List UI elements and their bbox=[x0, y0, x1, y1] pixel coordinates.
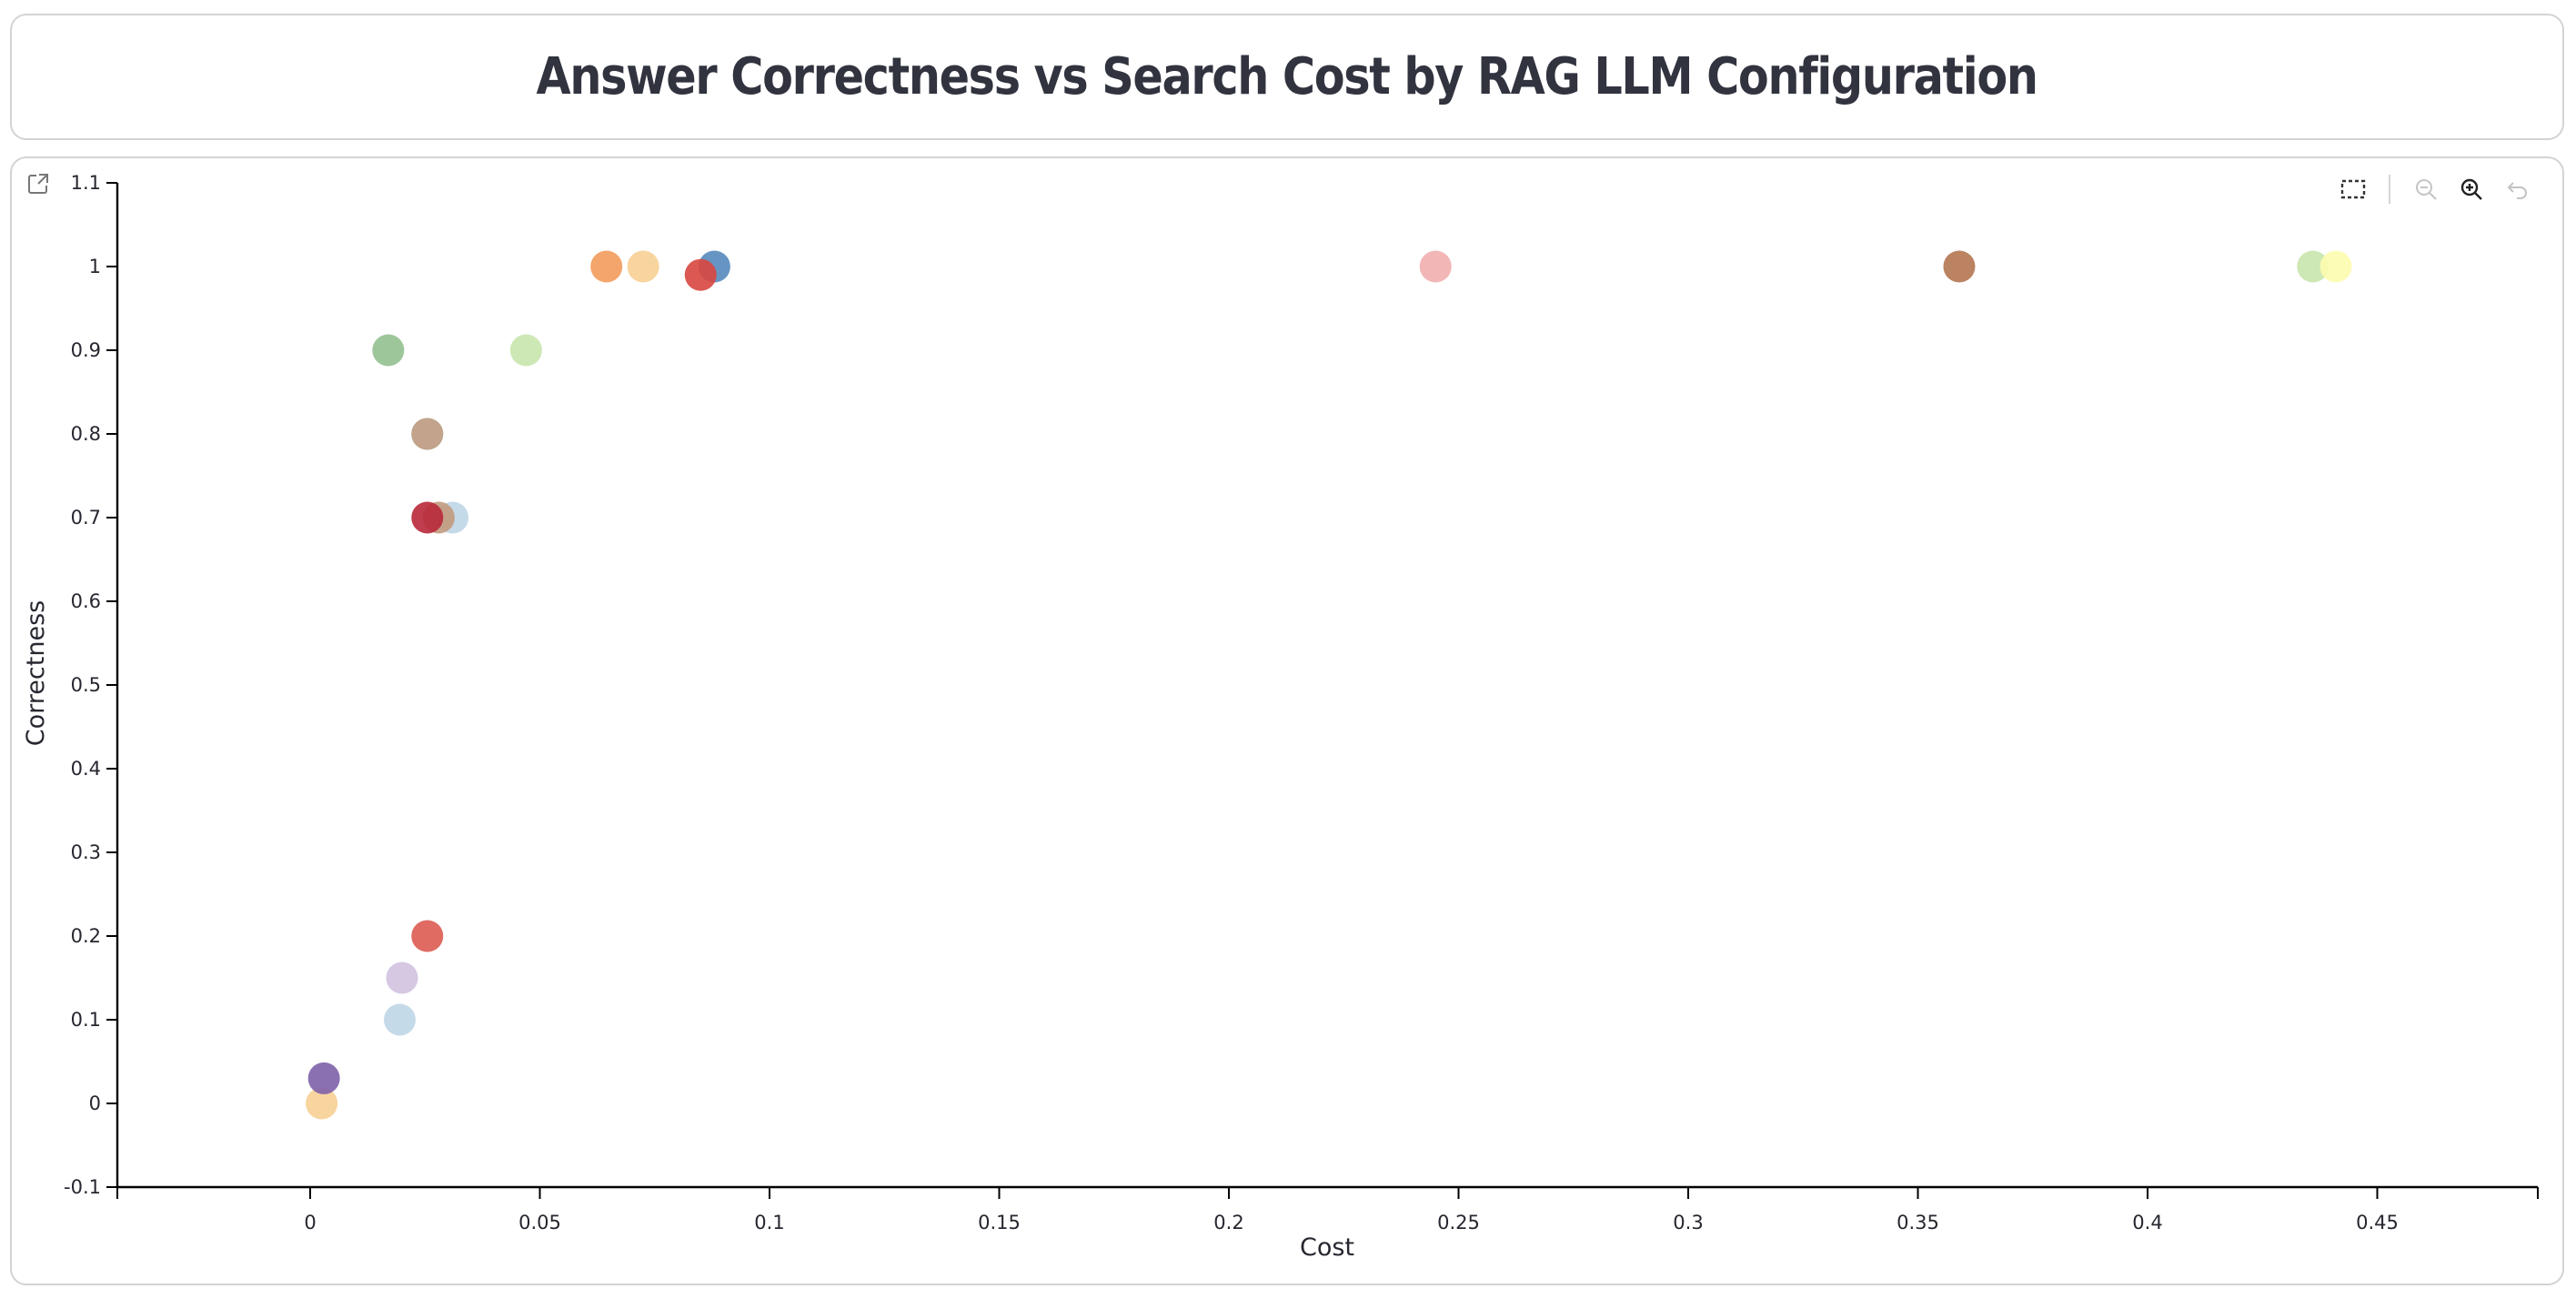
data-point[interactable] bbox=[2319, 250, 2352, 283]
x-tick-label: 0.25 bbox=[1437, 1212, 1480, 1234]
data-point[interactable] bbox=[307, 1062, 340, 1094]
zoom-in-icon[interactable] bbox=[2449, 173, 2494, 206]
data-point[interactable] bbox=[627, 250, 659, 283]
data-point[interactable] bbox=[1943, 250, 1976, 283]
data-point[interactable] bbox=[1419, 250, 1452, 283]
data-point[interactable] bbox=[411, 418, 444, 450]
data-point[interactable] bbox=[372, 334, 405, 367]
y-tick-label: 1.1 bbox=[71, 172, 101, 194]
data-point[interactable] bbox=[383, 1003, 416, 1036]
x-tick-label: 0.05 bbox=[518, 1212, 561, 1234]
x-tick-label: 0.3 bbox=[1673, 1212, 1703, 1234]
x-tick-label: 0.45 bbox=[2356, 1212, 2399, 1234]
y-axis-title: Correctness bbox=[22, 600, 50, 746]
x-tick-label: 0.1 bbox=[754, 1212, 784, 1234]
x-axis-title: Cost bbox=[1300, 1234, 1354, 1262]
data-point[interactable] bbox=[684, 258, 717, 291]
title-card: Answer Correctness vs Search Cost by RAG… bbox=[10, 14, 2564, 140]
zoom-out-icon[interactable] bbox=[2403, 173, 2449, 206]
y-tick-label: 0 bbox=[89, 1093, 101, 1114]
data-point[interactable] bbox=[306, 1087, 338, 1120]
x-tick-label: 0.2 bbox=[1213, 1212, 1243, 1234]
reset-undo-icon[interactable] bbox=[2494, 173, 2540, 206]
x-tick-label: 0 bbox=[304, 1212, 316, 1234]
y-tick-label: 0.2 bbox=[71, 925, 101, 947]
y-tick-label: -0.1 bbox=[64, 1176, 101, 1198]
open-in-new-icon[interactable] bbox=[25, 171, 51, 196]
data-point[interactable] bbox=[509, 334, 542, 367]
data-point[interactable] bbox=[590, 250, 623, 283]
data-point[interactable] bbox=[2297, 250, 2329, 283]
y-tick-label: 0.3 bbox=[71, 841, 101, 863]
data-point[interactable] bbox=[411, 920, 444, 952]
x-tick-label: 0.4 bbox=[2132, 1212, 2162, 1234]
data-point[interactable] bbox=[411, 501, 444, 534]
x-tick-label: 0.15 bbox=[978, 1212, 1021, 1234]
y-tick-label: 1 bbox=[89, 256, 101, 277]
x-tick-label: 0.35 bbox=[1897, 1212, 1939, 1234]
y-tick-label: 0.5 bbox=[71, 674, 101, 696]
toolbar-divider bbox=[2389, 175, 2390, 204]
y-tick-label: 0.6 bbox=[71, 590, 101, 612]
y-tick-label: 0.1 bbox=[71, 1009, 101, 1031]
x-axis: 0 0.05 0.1 0.15 0.2 0.25 0.3 0.35 0.4 0.45 bbox=[116, 1185, 2539, 1234]
y-axis: -0.1 0 0.1 0.2 0.3 0.4 0.5 0.6 0.7 0.8 0.9 1 1.1 bbox=[64, 172, 119, 1198]
chart-toolbar bbox=[2330, 173, 2540, 206]
y-tick-label: 0.9 bbox=[71, 339, 101, 361]
y-tick-label: 0.4 bbox=[71, 758, 101, 780]
chart-title: Answer Correctness vs Search Cost by RAG… bbox=[536, 47, 2038, 106]
y-tick-label: 0.7 bbox=[71, 507, 101, 529]
y-tick-label: 0.8 bbox=[71, 423, 101, 445]
chart-card bbox=[10, 156, 2564, 1285]
data-point[interactable] bbox=[386, 962, 418, 994]
data-points[interactable] bbox=[306, 250, 2352, 1120]
